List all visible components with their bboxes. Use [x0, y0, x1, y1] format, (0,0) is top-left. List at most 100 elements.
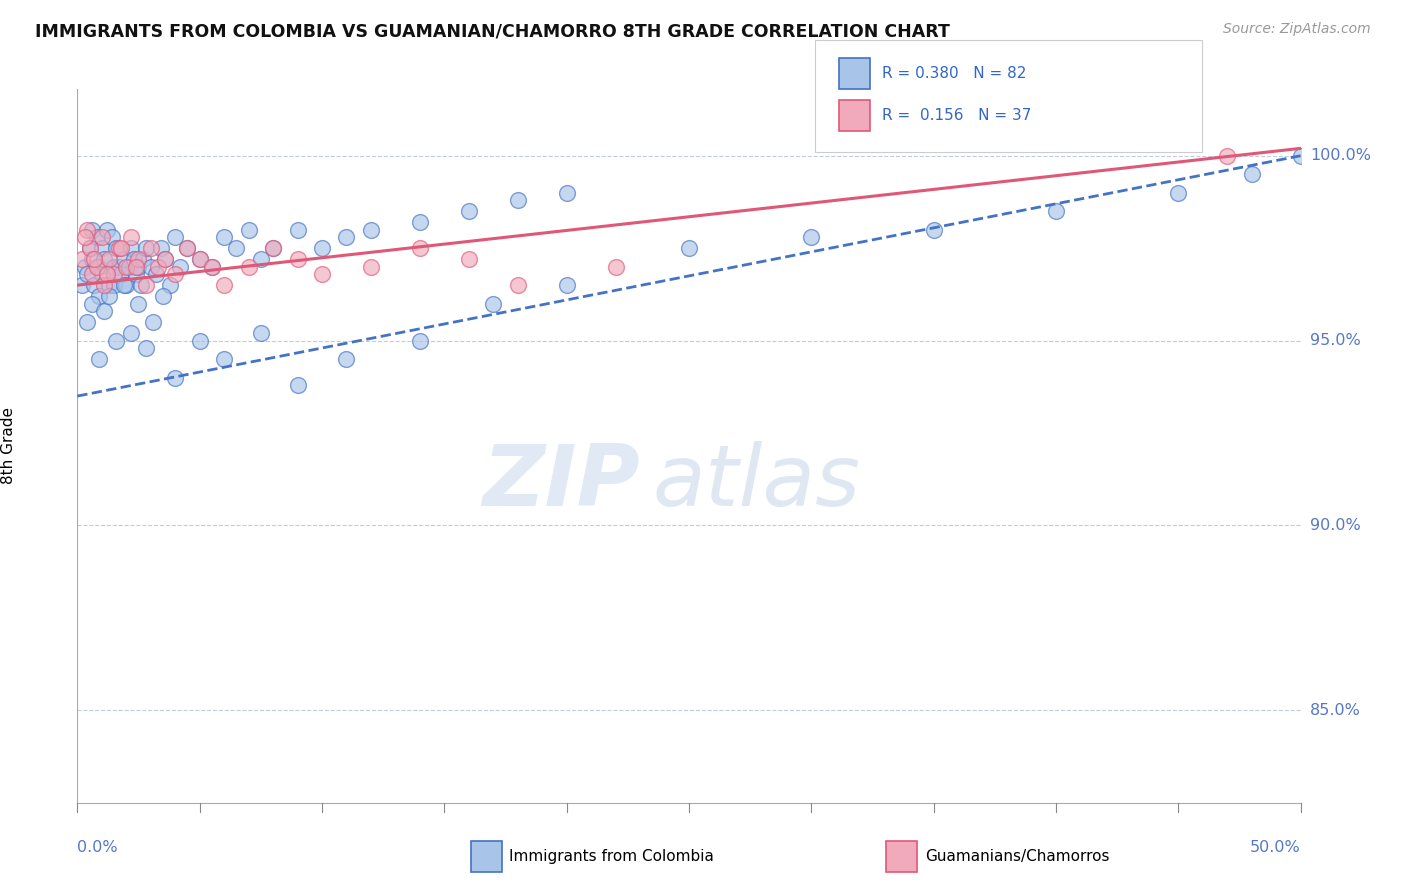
Text: ZIP: ZIP	[482, 442, 640, 524]
Point	[127, 296, 149, 310]
Point	[73, 260, 96, 274]
Point	[93, 304, 115, 318]
Point	[76, 223, 98, 237]
Point	[127, 252, 149, 267]
Point	[201, 260, 224, 274]
Point	[120, 241, 142, 255]
Point	[110, 241, 132, 255]
Point	[83, 252, 105, 267]
Point	[90, 230, 112, 244]
Text: R = 0.380   N = 82: R = 0.380 N = 82	[882, 66, 1026, 80]
Point	[80, 252, 103, 267]
Point	[93, 252, 115, 267]
Point	[188, 252, 211, 267]
Point	[1289, 149, 1312, 163]
Point	[800, 230, 823, 244]
Point	[110, 267, 132, 281]
Point	[165, 267, 187, 281]
Point	[103, 267, 125, 281]
Point	[90, 267, 112, 281]
Point	[311, 267, 333, 281]
Point	[96, 267, 118, 281]
Point	[555, 278, 578, 293]
Text: 8th Grade: 8th Grade	[1, 408, 17, 484]
Point	[105, 241, 128, 255]
Point	[100, 230, 122, 244]
Point	[457, 252, 479, 267]
Point	[89, 352, 111, 367]
Point	[212, 278, 235, 293]
Point	[159, 278, 181, 293]
Point	[360, 260, 382, 274]
Point	[238, 223, 260, 237]
Point	[98, 289, 121, 303]
Point	[335, 230, 357, 244]
Point	[112, 252, 135, 267]
Point	[115, 278, 138, 293]
Point	[188, 252, 211, 267]
Point	[135, 241, 157, 255]
Point	[922, 223, 945, 237]
Point	[360, 223, 382, 237]
Point	[79, 241, 101, 255]
Text: 95.0%: 95.0%	[1310, 333, 1361, 348]
Point	[103, 278, 125, 293]
Point	[1045, 204, 1067, 219]
Point	[287, 252, 309, 267]
Point	[482, 296, 505, 310]
Point	[155, 252, 177, 267]
Point	[146, 260, 169, 274]
Point	[212, 230, 235, 244]
Point	[142, 315, 165, 329]
Point	[176, 241, 198, 255]
Point	[145, 267, 167, 281]
Point	[155, 252, 177, 267]
Point	[112, 278, 135, 293]
Text: 50.0%: 50.0%	[1250, 839, 1301, 855]
Text: 0.0%: 0.0%	[77, 839, 118, 855]
Point	[125, 260, 148, 274]
Point	[250, 252, 273, 267]
Point	[89, 260, 111, 274]
Point	[152, 289, 174, 303]
Point	[605, 260, 627, 274]
Point	[90, 241, 112, 255]
Point	[139, 241, 162, 255]
Text: 85.0%: 85.0%	[1310, 703, 1361, 718]
Point	[80, 267, 103, 281]
Point	[409, 241, 432, 255]
Point	[70, 278, 93, 293]
Point	[132, 252, 155, 267]
Point	[1240, 167, 1263, 181]
Point	[125, 267, 148, 281]
Point	[83, 278, 105, 293]
Text: 100.0%: 100.0%	[1310, 148, 1371, 163]
Point	[135, 278, 157, 293]
Point	[86, 230, 108, 244]
Point	[127, 260, 149, 274]
Point	[120, 326, 142, 341]
Point	[506, 193, 529, 207]
Point	[108, 241, 131, 255]
Point	[103, 260, 125, 274]
Point	[165, 230, 187, 244]
Point	[80, 296, 103, 310]
Text: 90.0%: 90.0%	[1310, 518, 1361, 533]
Point	[555, 186, 578, 200]
Point	[225, 241, 247, 255]
Point	[262, 241, 284, 255]
Point	[457, 204, 479, 219]
Point	[93, 278, 115, 293]
Point	[201, 260, 224, 274]
Point	[80, 223, 103, 237]
Text: Immigrants from Colombia: Immigrants from Colombia	[509, 849, 714, 863]
Text: R =  0.156   N = 37: R = 0.156 N = 37	[882, 108, 1031, 122]
Point	[149, 241, 172, 255]
Point	[287, 378, 309, 392]
Point	[115, 260, 138, 274]
Point	[409, 334, 432, 348]
Point	[70, 252, 93, 267]
Point	[139, 260, 162, 274]
Point	[1167, 186, 1189, 200]
Point	[89, 289, 111, 303]
